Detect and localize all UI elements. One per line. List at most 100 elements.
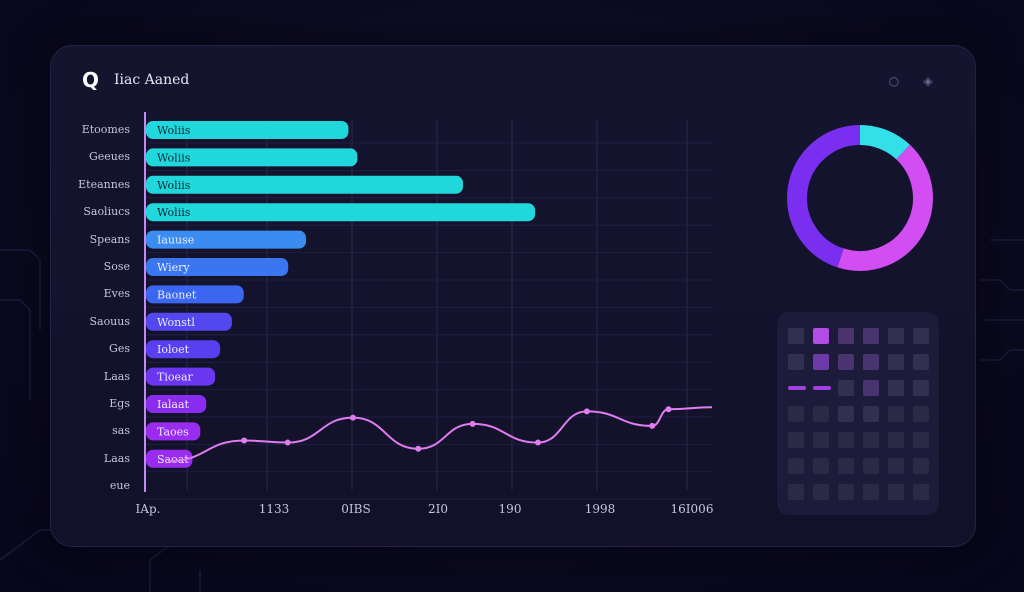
bar bbox=[146, 395, 207, 413]
bar bbox=[146, 312, 232, 331]
heatmap-cell bbox=[913, 406, 929, 422]
x-tick-label: 0IBS bbox=[341, 502, 371, 516]
bar bbox=[146, 175, 463, 194]
category-label: Ges bbox=[109, 342, 130, 356]
heatmap-cell bbox=[913, 354, 929, 370]
heatmap-cell bbox=[863, 484, 879, 500]
heatmap-cell bbox=[913, 328, 929, 344]
bar bbox=[146, 148, 358, 167]
category-label: Geeues bbox=[88, 150, 130, 164]
bar-label: Baonet bbox=[157, 288, 197, 301]
heatmap-cell bbox=[888, 432, 904, 448]
bar-label: Iauuse bbox=[157, 234, 194, 247]
bar bbox=[146, 285, 244, 304]
heatmap-cell bbox=[813, 432, 829, 448]
bar bbox=[146, 340, 221, 359]
x-tick-label: 1133 bbox=[258, 502, 290, 516]
heatmap-cell bbox=[788, 328, 804, 344]
heatmap-cell bbox=[788, 484, 804, 500]
bar-label: Saoat bbox=[157, 453, 189, 466]
bar bbox=[146, 422, 201, 441]
heatmap-cell bbox=[813, 328, 829, 344]
heatmap-cell bbox=[863, 354, 879, 370]
heatmap-cell bbox=[913, 484, 929, 500]
info-icon[interactable]: ○ bbox=[888, 74, 900, 88]
x-tick-label: 2I0 bbox=[427, 502, 449, 516]
heatmap-cell bbox=[788, 458, 804, 474]
shield-icon[interactable]: ◈ bbox=[923, 74, 933, 88]
heatmap-cell bbox=[913, 458, 929, 474]
heatmap-cell bbox=[813, 484, 829, 500]
bar bbox=[146, 367, 216, 386]
heatmap-cell bbox=[888, 484, 904, 500]
bar-label: Tioear bbox=[157, 371, 194, 384]
category-label: eue bbox=[109, 479, 130, 493]
bar-label: Ialaat bbox=[157, 398, 190, 411]
line-point bbox=[583, 408, 590, 415]
heatmap-cell bbox=[863, 458, 879, 474]
bar-label: Ioloet bbox=[157, 343, 190, 356]
heatmap-cell bbox=[913, 380, 929, 396]
bar-label: Woliis bbox=[157, 124, 191, 137]
heatmap-cell bbox=[838, 432, 854, 448]
line-point bbox=[469, 420, 476, 427]
heatmap-cell bbox=[838, 354, 854, 370]
heatmap-cell bbox=[863, 328, 879, 344]
heatmap-cell bbox=[813, 354, 829, 370]
logo-icon: Q bbox=[82, 68, 100, 92]
heatmap-cell bbox=[813, 406, 829, 422]
line-point bbox=[665, 406, 672, 413]
line-point bbox=[284, 439, 291, 446]
heatmap-cell bbox=[838, 458, 854, 474]
heatmap-cell bbox=[788, 386, 806, 390]
heatmap-cell bbox=[838, 406, 854, 422]
bar-label: Taoes bbox=[157, 425, 189, 438]
category-label: Etoomes bbox=[81, 123, 130, 136]
line-point bbox=[241, 437, 248, 444]
line-point bbox=[534, 439, 541, 446]
line-point bbox=[415, 445, 422, 452]
bar-label: Wiery bbox=[157, 261, 190, 274]
bar bbox=[146, 449, 193, 468]
heatmap-cell bbox=[813, 458, 829, 474]
heatmap-panel bbox=[777, 312, 939, 515]
bar-label: Woliis bbox=[157, 179, 191, 192]
heatmap-cell bbox=[913, 432, 929, 448]
heatmap-cell bbox=[838, 484, 854, 500]
heatmap-cell bbox=[863, 432, 879, 448]
bar bbox=[146, 230, 306, 249]
category-label: Eteannes bbox=[78, 177, 130, 191]
category-label: Eves bbox=[103, 287, 130, 301]
heatmap-cell bbox=[888, 406, 904, 422]
line-point bbox=[349, 414, 356, 421]
heatmap-cell bbox=[838, 328, 854, 344]
donut-slice bbox=[837, 144, 933, 271]
x-tick-label: IAp. bbox=[135, 502, 161, 516]
category-label: Saouus bbox=[89, 314, 130, 328]
category-label: Speans bbox=[89, 232, 130, 246]
category-label: Laas bbox=[103, 451, 130, 465]
donut-slice bbox=[787, 125, 861, 268]
heatmap-cell bbox=[788, 406, 804, 422]
bar bbox=[146, 258, 289, 276]
bar-label: Woliis bbox=[157, 206, 191, 219]
x-tick-label: 1998 bbox=[584, 502, 616, 516]
bar bbox=[146, 121, 349, 139]
category-label: Laas bbox=[103, 369, 130, 383]
category-label: Egs bbox=[109, 397, 130, 410]
heatmap-cell bbox=[788, 432, 804, 448]
heatmap-cell bbox=[888, 354, 904, 370]
category-label: Saoliucs bbox=[83, 205, 130, 219]
heatmap-cell bbox=[888, 380, 904, 396]
bar-label: Wonstl bbox=[157, 316, 195, 329]
heatmap-cell bbox=[888, 328, 904, 344]
category-label: Sose bbox=[103, 260, 130, 273]
bar bbox=[146, 203, 536, 222]
heatmap-cell bbox=[788, 354, 804, 370]
x-tick-label: 190 bbox=[498, 502, 522, 516]
heatmap-cell bbox=[863, 380, 879, 396]
heatmap-cell bbox=[888, 458, 904, 474]
x-tick-label: 16I006 bbox=[670, 502, 714, 516]
